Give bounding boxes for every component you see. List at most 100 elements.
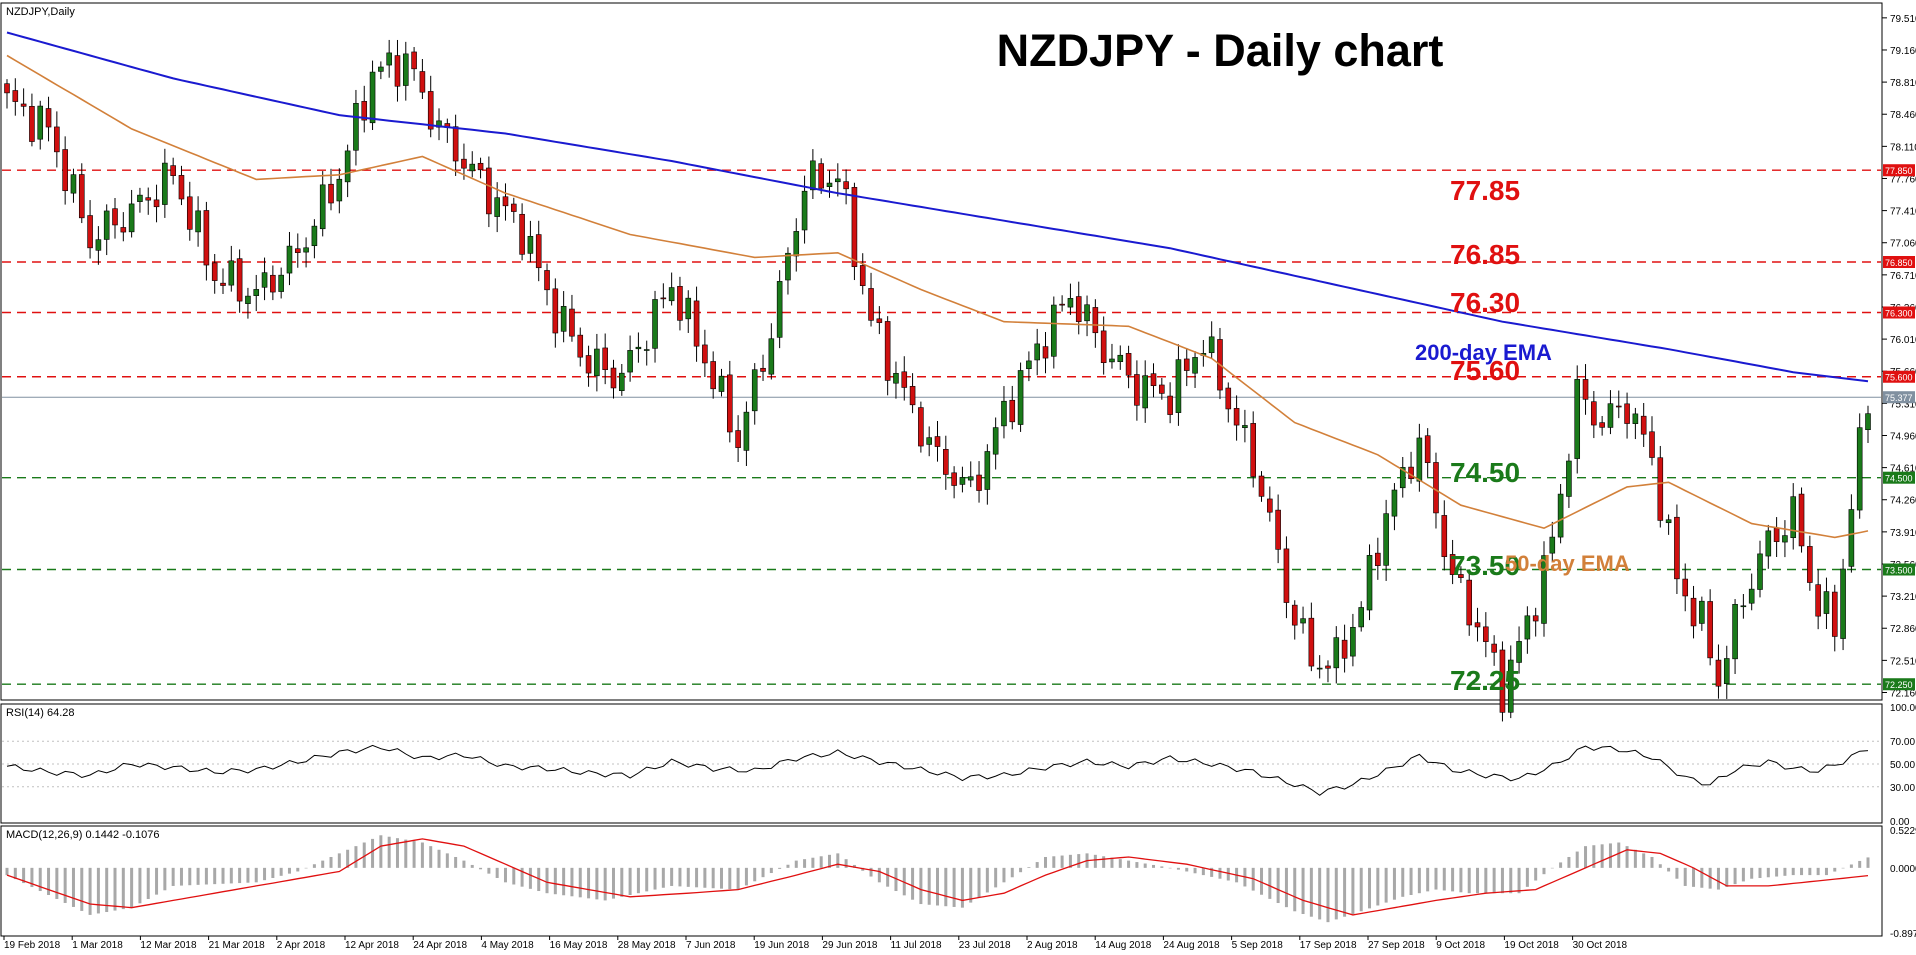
- macd-histogram-bar: [1185, 868, 1188, 872]
- candle-bearish: [1010, 400, 1015, 422]
- macd-histogram-bar: [263, 868, 266, 880]
- candle-bullish: [1824, 592, 1829, 614]
- candle-bearish: [1267, 499, 1272, 512]
- macd-histogram-bar: [1709, 868, 1712, 889]
- candle-bearish: [1583, 379, 1588, 399]
- candle-bearish: [520, 214, 525, 254]
- macd-histogram-bar: [546, 868, 549, 893]
- macd-histogram-bar: [1493, 868, 1496, 893]
- macd-histogram-bar: [911, 868, 914, 900]
- macd-histogram-bar: [1410, 868, 1413, 895]
- macd-histogram-bar: [654, 868, 657, 890]
- candle-bearish: [1600, 423, 1605, 428]
- time-tick-label: 12 Mar 2018: [140, 940, 197, 950]
- macd-histogram-bar: [1825, 868, 1828, 875]
- time-tick-label: 24 Apr 2018: [413, 940, 467, 950]
- macd-histogram-bar: [1194, 868, 1197, 873]
- candle-bearish: [1832, 592, 1837, 636]
- macd-histogram-bar: [1484, 868, 1487, 893]
- macd-histogram-bar: [246, 868, 249, 883]
- candle-bullish: [802, 191, 807, 230]
- candle-bullish: [1317, 668, 1322, 669]
- macd-histogram-bar: [845, 859, 848, 868]
- candle-bearish: [29, 106, 34, 141]
- macd-histogram-bar: [354, 846, 357, 868]
- candle-bearish: [1126, 353, 1131, 375]
- candle-bullish: [287, 246, 292, 273]
- candle-bullish: [1176, 360, 1181, 413]
- macd-histogram-bar: [836, 853, 839, 867]
- candle-bearish: [154, 200, 159, 207]
- macd-histogram-bar: [504, 868, 507, 882]
- level-price-tag-text: 76.850: [1885, 258, 1913, 268]
- candle-bearish: [88, 216, 93, 248]
- macd-histogram-bar: [47, 868, 50, 895]
- candle-bearish: [1159, 385, 1164, 393]
- candle-bullish: [262, 273, 267, 288]
- candle-bullish: [669, 288, 674, 301]
- macd-histogram-bar: [479, 868, 482, 869]
- macd-histogram-bar: [1326, 868, 1329, 922]
- level-price-tag-text: 76.300: [1885, 308, 1913, 318]
- candle-bullish: [1001, 401, 1006, 426]
- macd-histogram-bar: [1110, 858, 1113, 868]
- macd-histogram-bar: [1451, 868, 1454, 892]
- candle-bearish: [603, 348, 608, 370]
- macd-histogram-bar: [695, 868, 698, 887]
- macd-histogram-bar: [1061, 856, 1064, 868]
- macd-histogram-bar: [1135, 862, 1138, 868]
- macd-histogram-bar: [1401, 868, 1404, 897]
- candle-bullish: [1699, 601, 1704, 623]
- price-tick-label: 77.060: [1890, 239, 1916, 250]
- candle-bullish: [1857, 428, 1862, 510]
- macd-histogram-bar: [255, 868, 258, 882]
- macd-histogram-bar: [554, 868, 557, 894]
- macd-histogram-bar: [1858, 861, 1861, 868]
- rsi-tick-label: 30.00: [1890, 783, 1915, 794]
- candle-bearish: [1467, 580, 1472, 625]
- macd-histogram-bar: [770, 868, 773, 873]
- candle-bearish: [1674, 517, 1679, 579]
- macd-histogram-bar: [570, 868, 573, 896]
- time-tick-label: 23 Jul 2018: [959, 940, 1011, 950]
- macd-histogram-bar: [1077, 854, 1080, 868]
- candle-bearish: [711, 361, 716, 388]
- macd-histogram-bar: [1642, 853, 1645, 867]
- candle-bearish: [63, 150, 68, 191]
- macd-histogram-bar: [1601, 844, 1604, 868]
- candle-bullish: [229, 261, 234, 285]
- candle-bearish: [395, 56, 400, 87]
- candle-bullish: [752, 370, 757, 411]
- candle-bullish: [1242, 425, 1247, 427]
- candle-bearish: [428, 91, 433, 129]
- level-price-tag-text: 75.600: [1885, 373, 1913, 383]
- candle-bearish: [1425, 436, 1430, 463]
- candle-bearish: [1483, 627, 1488, 642]
- macd-histogram-bar: [1725, 868, 1728, 887]
- price-tick-label: 72.510: [1890, 656, 1916, 667]
- candle-bearish: [935, 437, 940, 447]
- price-tick-label: 77.410: [1890, 207, 1916, 218]
- macd-histogram-bar: [1833, 868, 1836, 872]
- candle-bearish: [1259, 476, 1264, 496]
- macd-histogram-bar: [562, 868, 565, 895]
- candle-bullish: [1051, 305, 1056, 356]
- candle-bearish: [1616, 406, 1621, 407]
- macd-histogram-bar: [1343, 868, 1346, 917]
- candle-bullish: [744, 412, 749, 450]
- candle-bullish: [1085, 305, 1090, 321]
- macd-histogram-bar: [1850, 864, 1853, 867]
- price-tick-label: 78.810: [1890, 78, 1916, 89]
- chart-title: NZDJPY - Daily chart: [997, 25, 1444, 76]
- macd-tick-label: -0.8976: [1890, 929, 1916, 940]
- candle-bearish: [486, 168, 491, 214]
- candle-bullish: [320, 185, 325, 229]
- candle-bullish: [1724, 659, 1729, 684]
- time-tick-label: 11 Jul 2018: [891, 940, 942, 950]
- candle-bearish: [221, 283, 226, 285]
- macd-histogram-bar: [280, 868, 283, 876]
- rsi-header: RSI(14) 64.28: [6, 707, 74, 719]
- candle-bullish: [1301, 619, 1306, 623]
